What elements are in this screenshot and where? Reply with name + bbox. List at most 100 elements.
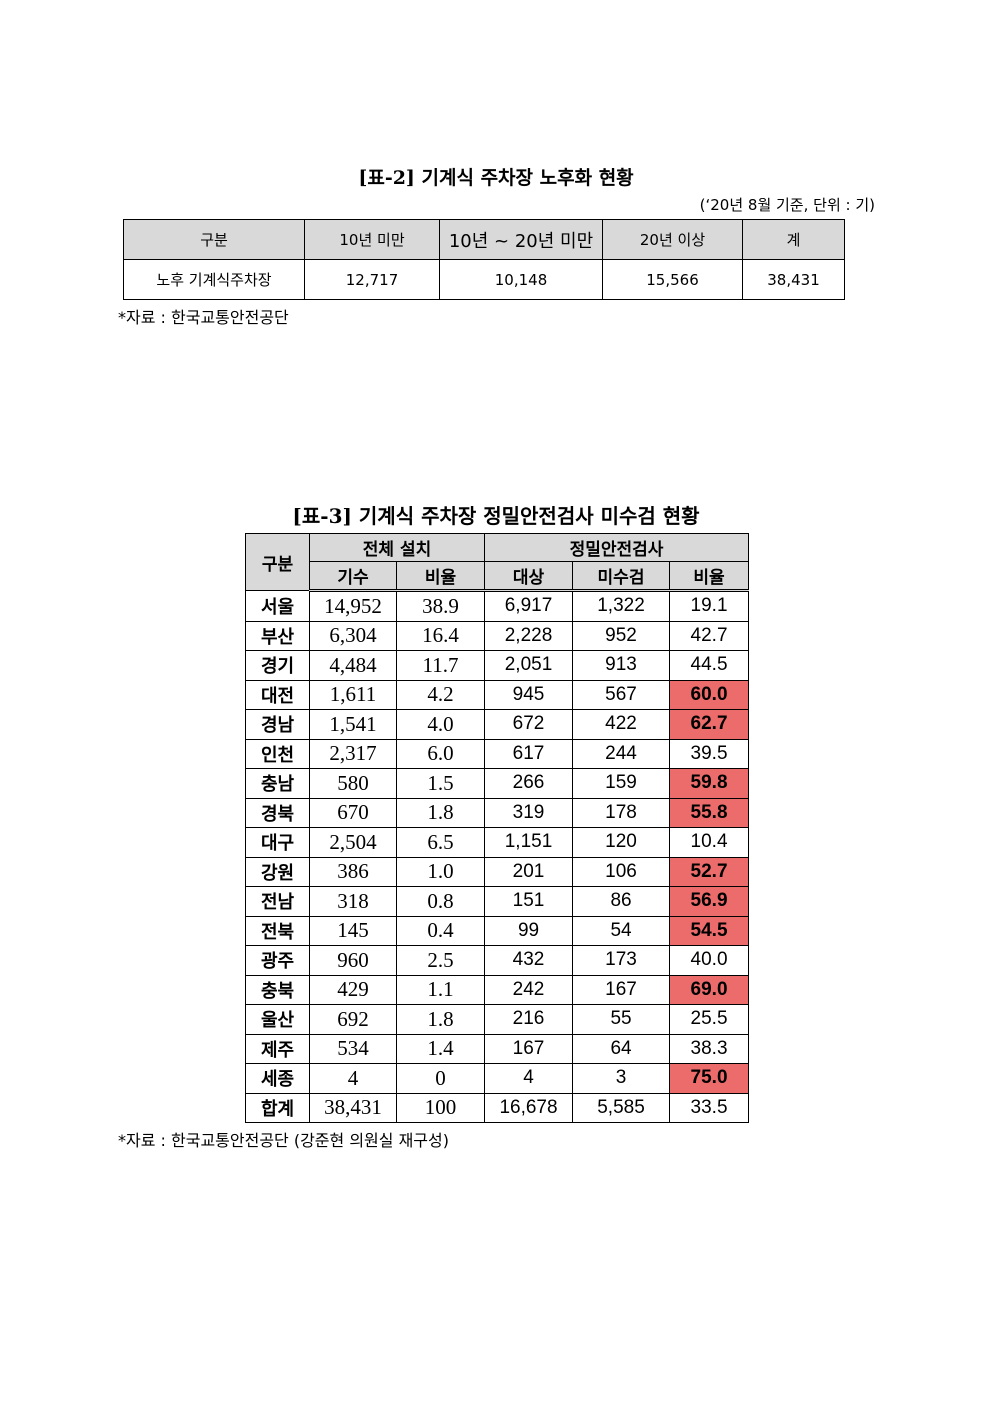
cell: 952 (572, 620, 671, 651)
header-cell: 20년 이상 (602, 219, 743, 260)
cell: 266 (484, 768, 574, 799)
cell: 세종 (245, 1063, 310, 1094)
header-cell: 계 (742, 219, 845, 260)
cell: 광주 (245, 945, 310, 976)
cell: 38,431 (742, 259, 845, 300)
cell: 429 (309, 974, 397, 1005)
cell: 2,504 (309, 827, 397, 858)
cell: 1.8 (395, 797, 486, 828)
cell: 노후 기계식주차장 (123, 259, 305, 300)
cell: 부산 (245, 620, 310, 651)
header-cell: 구분 (245, 533, 310, 591)
cell: 0.4 (395, 915, 486, 946)
table2-title: [표-2] 기계식 주차장 노후화 현황 (358, 167, 634, 189)
cell: 15,566 (602, 259, 743, 300)
cell: 580 (309, 768, 397, 799)
cell: 경북 (245, 797, 310, 828)
cell: 167 (484, 1033, 574, 1064)
data-row: 합계 38,431 100 16,678 5,585 33.5 (245, 1092, 750, 1123)
header-cell: 기수 (309, 561, 397, 592)
data-row: 경북 670 1.8 319 178 55.8 (245, 797, 750, 828)
data-row: 전남 318 0.8 151 86 56.9 (245, 886, 750, 917)
cell: 1,151 (484, 827, 574, 858)
cell: 55 (572, 1004, 671, 1035)
cell: 40.0 (669, 945, 750, 976)
header-cell: 전체 설치 (308, 533, 486, 562)
cell: 10.4 (669, 827, 750, 858)
cell: 4 (309, 1063, 397, 1094)
cell: 대전 (245, 679, 310, 710)
cell: 울산 (245, 1004, 310, 1035)
cell: 2,228 (484, 620, 574, 651)
cell: 1,541 (309, 709, 397, 740)
cell: 4.0 (395, 709, 486, 740)
header-cell: 대상 (484, 561, 574, 592)
cell: 244 (572, 738, 671, 769)
highlighted-cell: 54.5 (669, 915, 750, 946)
cell: 경남 (245, 709, 310, 740)
cell: 1.1 (395, 974, 486, 1005)
highlighted-cell: 59.8 (669, 768, 750, 799)
data-row: 울산 692 1.8 216 55 25.5 (245, 1004, 750, 1035)
cell: 38.3 (669, 1033, 750, 1064)
cell: 99 (484, 915, 574, 946)
cell: 1.5 (395, 768, 486, 799)
cell: 432 (484, 945, 574, 976)
header-cell: 비율 (669, 561, 750, 592)
table2: 구분 10년 미만 10년 ~ 20년 미만 20년 이상 계 노후 기계식주차장 12,7… (123, 219, 845, 300)
table3: 구분 전체 설치 정밀안전검사 기수 비율 대상 미수검 비율 서울 14,952 38.9 6,91… (245, 533, 750, 1123)
cell: 11.7 (395, 650, 486, 681)
table3-title: [표-3] 기계식 주차장 정밀안전검사 미수검 현황 (292, 504, 700, 528)
cell: 강원 (245, 856, 310, 887)
data-row: 서울 14,952 38.9 6,917 1,322 19.1 (245, 590, 750, 622)
cell: 1.4 (395, 1033, 486, 1064)
header-row: 구분 10년 미만 10년 ~ 20년 미만 20년 이상 계 (123, 219, 845, 260)
cell: 100 (395, 1092, 486, 1123)
cell: 386 (309, 856, 397, 887)
cell: 전남 (245, 886, 310, 917)
highlighted-cell: 75.0 (669, 1063, 750, 1094)
header-cell: 미수검 (572, 561, 671, 592)
cell: 제주 (245, 1033, 310, 1064)
cell: 전북 (245, 915, 310, 946)
cell: 216 (484, 1004, 574, 1035)
cell: 1.8 (395, 1004, 486, 1035)
header-cell: 10년 미만 (304, 219, 440, 260)
cell: 54 (572, 915, 671, 946)
cell: 567 (572, 679, 671, 710)
cell: 945 (484, 679, 574, 710)
data-row: 인천 2,317 6.0 617 244 39.5 (245, 738, 750, 769)
cell: 25.5 (669, 1004, 750, 1035)
cell: 167 (572, 974, 671, 1005)
cell: 159 (572, 768, 671, 799)
highlighted-cell: 69.0 (669, 974, 750, 1005)
cell: 2.5 (395, 945, 486, 976)
data-row: 충남 580 1.5 266 159 59.8 (245, 768, 750, 799)
cell: 242 (484, 974, 574, 1005)
highlighted-cell: 56.9 (669, 886, 750, 917)
cell: 33.5 (669, 1092, 750, 1123)
cell: 960 (309, 945, 397, 976)
highlighted-cell: 52.7 (669, 856, 750, 887)
cell: 670 (309, 797, 397, 828)
cell: 38.9 (395, 590, 486, 622)
cell: 대구 (245, 827, 310, 858)
highlighted-cell: 62.7 (669, 709, 750, 740)
data-row: 강원 386 1.0 201 106 52.7 (245, 856, 750, 887)
highlighted-cell: 55.8 (669, 797, 750, 828)
cell: 319 (484, 797, 574, 828)
cell: 14,952 (309, 590, 397, 622)
cell: 충북 (245, 974, 310, 1005)
cell: 4.2 (395, 679, 486, 710)
cell: 318 (309, 886, 397, 917)
cell: 3 (572, 1063, 671, 1094)
highlighted-cell: 60.0 (669, 679, 750, 710)
header-cell: 정밀안전검사 (484, 533, 750, 562)
data-row: 대구 2,504 6.5 1,151 120 10.4 (245, 827, 750, 858)
cell: 2,317 (309, 738, 397, 769)
data-row: 노후 기계식주차장 12,717 10,148 15,566 38,431 (123, 259, 845, 300)
cell: 173 (572, 945, 671, 976)
cell: 42.7 (669, 620, 750, 651)
data-row: 충북 429 1.1 242 167 69.0 (245, 974, 750, 1005)
cell: 16,678 (484, 1092, 574, 1123)
